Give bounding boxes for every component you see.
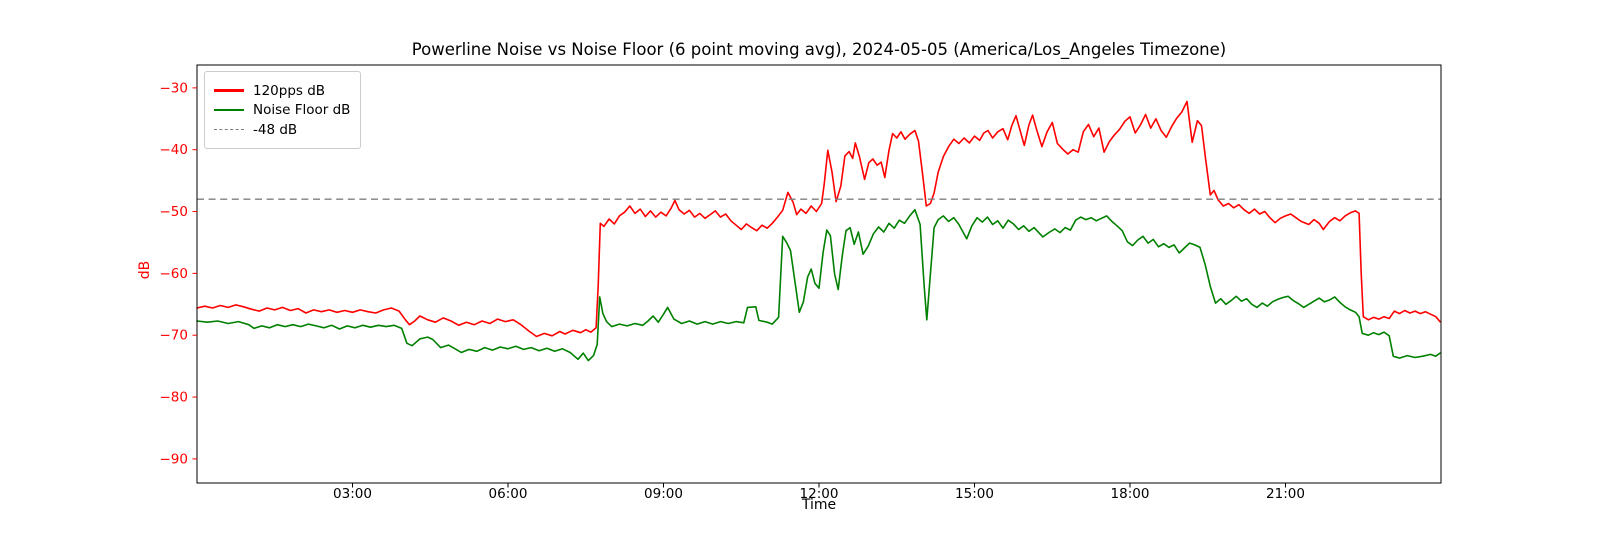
x-tick-label: 15:00 (955, 486, 994, 502)
y-tick-label: −80 (160, 390, 189, 406)
y-tick-label: −70 (160, 328, 189, 344)
legend-entry-120pps: 120pps dB (214, 83, 350, 99)
x-tick-label: 09:00 (644, 486, 683, 502)
chart-title: Powerline Noise vs Noise Floor (6 point … (411, 40, 1227, 59)
series-line-1 (196, 208, 1441, 362)
legend-label: Noise Floor dB (253, 102, 351, 118)
y-tick-label: −30 (160, 80, 189, 96)
legend-label: -48 dB (253, 121, 298, 138)
y-tick-label: −40 (160, 142, 189, 158)
gray-dashed-line-sample-icon (214, 129, 244, 130)
y-axis-label: dB (137, 260, 153, 280)
plot-border (196, 64, 1442, 484)
y-tick-label: −90 (160, 451, 189, 467)
x-tick-label: 03:00 (333, 486, 372, 502)
legend-entry-noise-floor: Noise Floor dB (214, 102, 350, 118)
legend: 120pps dB Noise Floor dB -48 dB (204, 71, 362, 149)
x-tick-label: 12:00 (800, 486, 839, 502)
x-axis-label: Time (801, 497, 837, 513)
legend-label: 120pps dB (253, 82, 326, 99)
series-line-0 (196, 100, 1441, 338)
y-tick-label: −60 (160, 266, 189, 282)
red-line-sample-icon (214, 89, 244, 92)
legend-entry-threshold: -48 dB (214, 122, 350, 138)
y-tick-label: −50 (160, 204, 189, 220)
green-line-sample-icon (214, 108, 244, 112)
x-tick-label: 21:00 (1266, 486, 1305, 502)
x-tick-label: 18:00 (1111, 486, 1150, 502)
x-tick-label: 06:00 (489, 486, 528, 502)
